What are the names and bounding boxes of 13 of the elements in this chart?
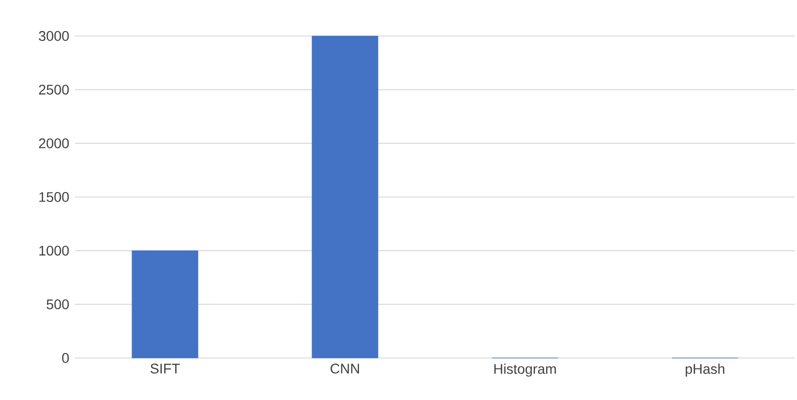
y-tick-label: 1000 [39,246,69,256]
y-tick-label: 2000 [39,138,69,148]
y-tick-label: 1500 [39,192,69,202]
y-tick-label: 2500 [39,84,69,95]
x-tick-label: CNN [330,364,359,374]
y-tick-label: 500 [46,299,69,310]
y-tick-label: 3000 [38,31,69,41]
y-tick-label: 0 [62,353,69,363]
x-tick-label: pHash [686,364,724,377]
x-tick-label: Histogram [494,364,556,377]
bar [132,250,198,358]
bar [312,36,378,358]
x-tick-label: SIFT [150,364,180,374]
